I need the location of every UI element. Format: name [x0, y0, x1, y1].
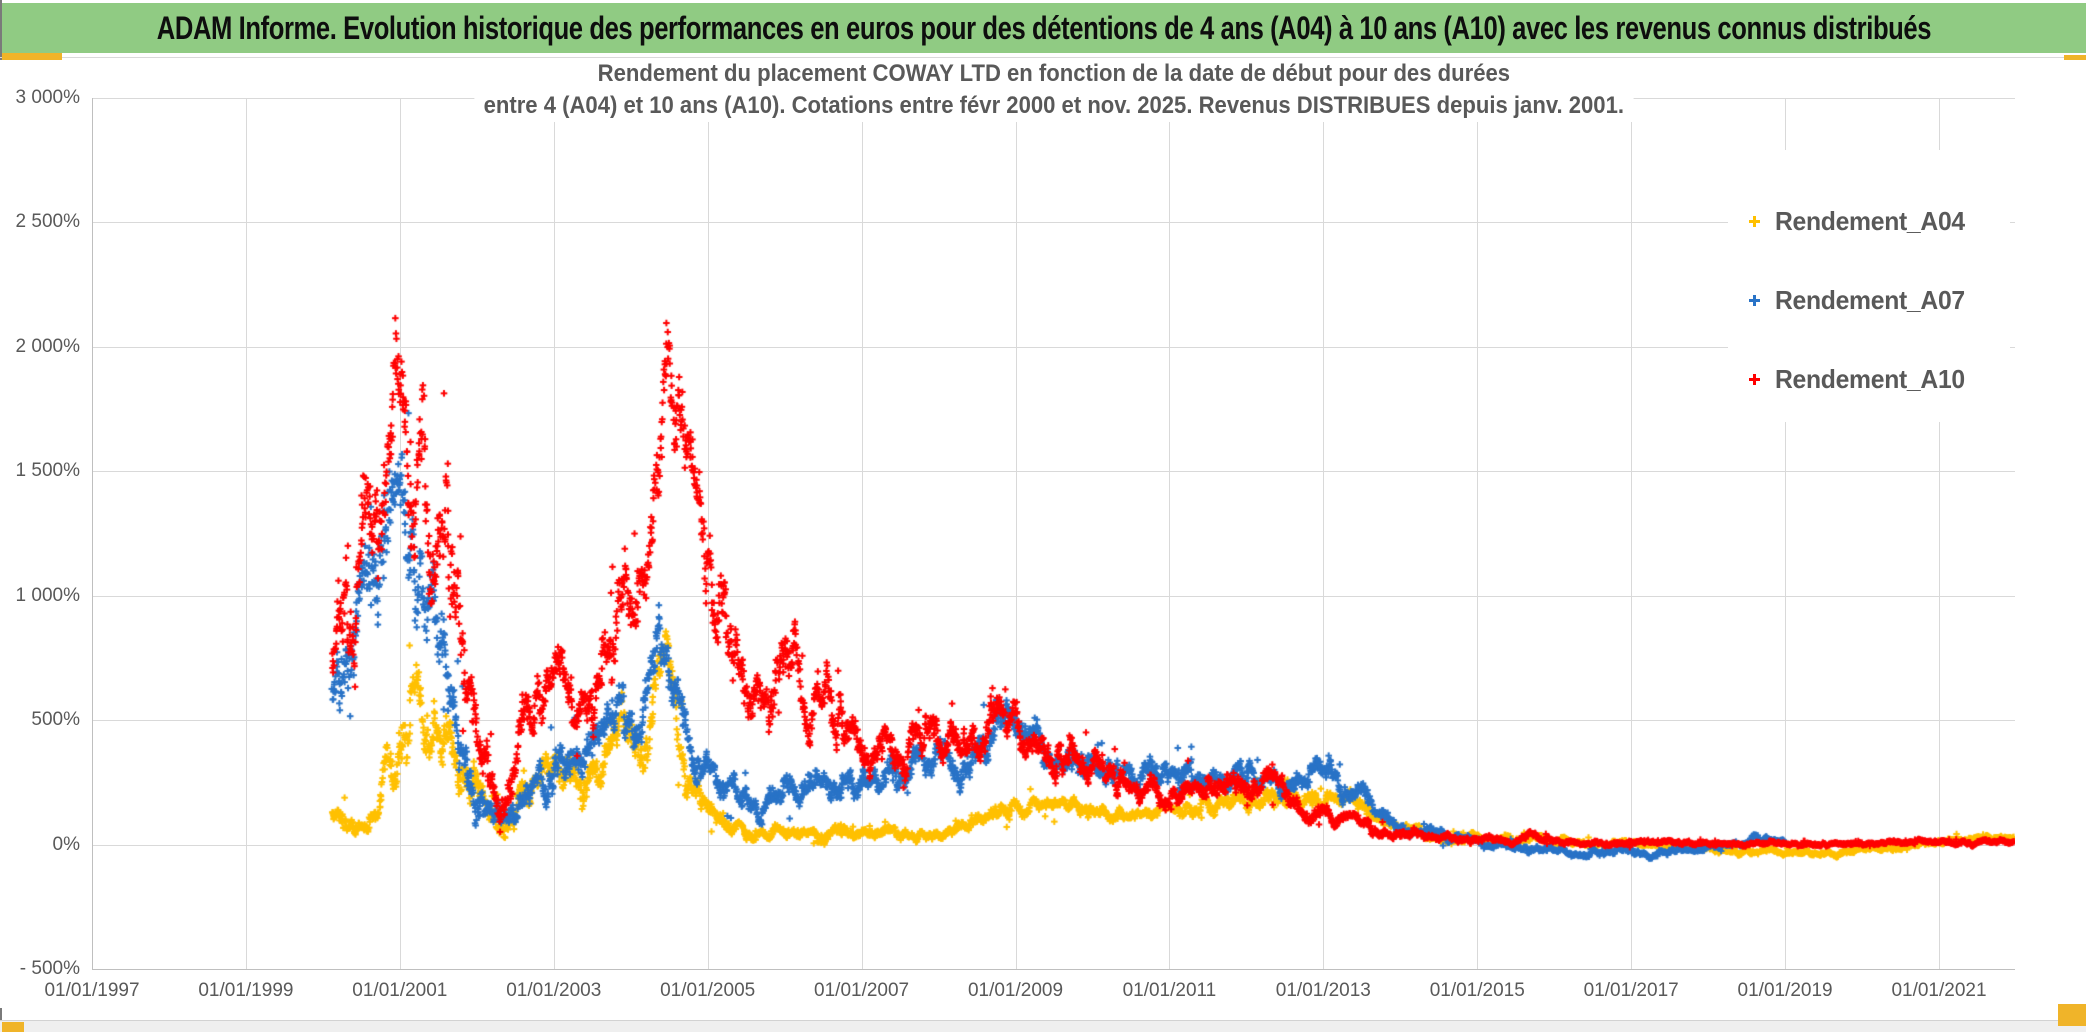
x-tick-label: 01/01/2021 — [1891, 980, 1987, 1001]
report-title: ADAM Informe. Evolution historique des p… — [156, 9, 1932, 46]
chart-title-line1: Rendement du placement COWAY LTD en fonc… — [588, 58, 1519, 90]
x-tick-label: 01/01/1997 — [44, 980, 140, 1001]
x-tick-label: 01/01/2003 — [506, 980, 602, 1001]
yellow-accent-bottom-left — [2, 1022, 24, 1032]
x-tick-label: 01/01/2009 — [967, 980, 1064, 1001]
x-tick-label: 01/01/2013 — [1275, 980, 1371, 1001]
report-title-bar: ADAM Informe. Evolution historique des p… — [2, 3, 2086, 53]
x-tick-label: 01/01/2017 — [1583, 980, 1679, 1001]
h-gridline — [92, 969, 2015, 970]
y-tick-label: - 500% — [19, 958, 80, 979]
y-tick-label: 2 500% — [15, 211, 80, 233]
x-tick-label: 01/01/2011 — [1122, 980, 1217, 1001]
yellow-accent-top-left — [2, 53, 62, 62]
y-tick-label: 2 000% — [15, 335, 80, 357]
y-tick-label: 0% — [52, 833, 80, 855]
yellow-accent-bottom-right — [2058, 1004, 2086, 1026]
x-tick-label: 01/01/2007 — [814, 980, 910, 1001]
header-divider — [0, 57, 2086, 58]
x-tick-label: 01/01/2015 — [1429, 980, 1525, 1001]
y-tick-label: 500% — [31, 709, 80, 731]
x-tick-label: 01/01/2001 — [352, 980, 448, 1001]
y-tick-label: 3 000% — [15, 87, 80, 108]
chart-area: Rendement du placement COWAY LTD en fonc… — [0, 58, 2086, 1008]
y-tick-label: 1 000% — [15, 584, 80, 606]
x-tick-label: 01/01/2019 — [1737, 980, 1833, 1001]
y-tick-label: 1 500% — [15, 460, 80, 482]
scatter-plot-canvas[interactable] — [92, 98, 2015, 969]
x-tick-label: 01/01/2005 — [660, 980, 756, 1001]
sheet-bottom-strip — [0, 1020, 2086, 1032]
x-tick-label: 01/01/1999 — [198, 980, 294, 1001]
